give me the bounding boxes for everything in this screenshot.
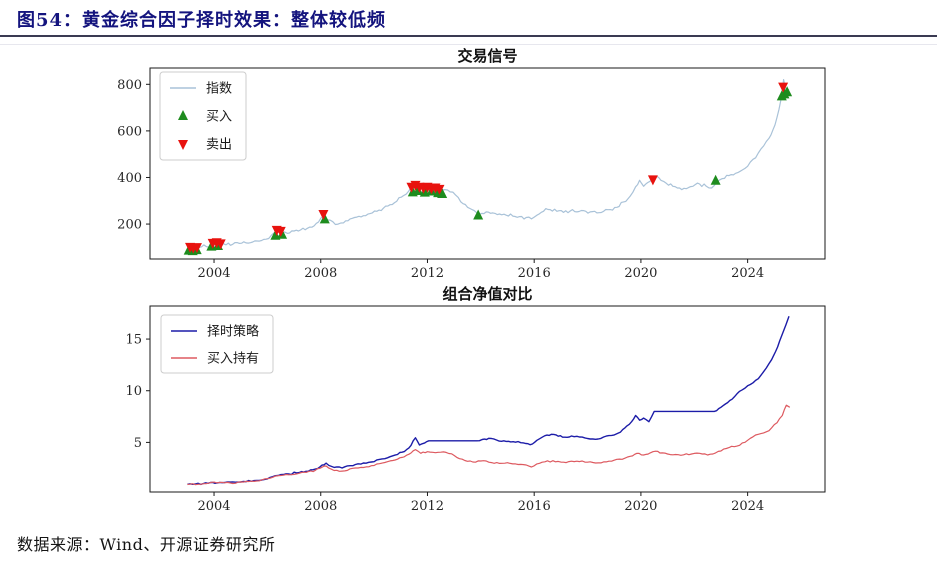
buy-marker-icon — [319, 213, 330, 224]
legend-sell-triangle-icon — [178, 140, 188, 150]
plot-border — [149, 305, 826, 493]
series-line-1 — [187, 316, 790, 486]
chart-title: 组合净值对比 — [442, 285, 532, 303]
trading-signals-chart: 交易信号 2004 2008 2012 2016 2020 2024 200 400 600 800… — [117, 47, 826, 281]
sell-marker-icon — [318, 210, 329, 221]
title-divider-shadow — [0, 44, 937, 45]
buy-marker-icon — [473, 209, 484, 220]
legend-label: 买入持有 — [207, 352, 259, 367]
net-value-comparison-chart: 组合净值对比 2004 2008 2012 2016 2020 2024 5 10 15 择时策略买… — [125, 285, 826, 514]
data-source: 数据来源：Wind、开源证券研究所 — [17, 535, 276, 554]
legend-label: 指数 — [206, 82, 232, 97]
series-group — [187, 79, 790, 250]
x-tick-label: 2016 — [518, 499, 551, 514]
legend-label: 择时策略 — [207, 324, 259, 340]
x-tick-label: 2020 — [624, 266, 657, 281]
figure-title: 图54：黄金综合因子择时效果：整体较低频 — [17, 10, 387, 31]
sell-marker-icon — [647, 175, 658, 186]
x-tick-label: 2012 — [411, 499, 444, 514]
title-divider — [0, 35, 937, 37]
sell-markers — [185, 82, 789, 254]
sell-marker-icon — [434, 184, 445, 195]
y-tick-label: 200 — [117, 218, 142, 233]
y-tick-label: 15 — [125, 333, 142, 348]
x-axis: 2004 2008 2012 2016 2020 2024 — [197, 492, 764, 514]
legend-box — [159, 71, 247, 161]
sell-marker-icon — [215, 239, 226, 250]
series-group — [187, 316, 791, 486]
y-axis: 5 10 15 — [125, 333, 150, 451]
y-axis: 200 400 600 800 — [117, 78, 150, 233]
x-tick-label: 2008 — [304, 499, 337, 514]
chart-title: 交易信号 — [457, 47, 517, 65]
y-tick-label: 600 — [117, 124, 142, 139]
y-tick-label: 10 — [125, 384, 142, 399]
series-line-1 — [187, 79, 790, 250]
y-tick-label: 5 — [134, 436, 142, 451]
x-tick-label: 2024 — [731, 266, 764, 281]
y-tick-label: 400 — [117, 171, 142, 186]
legend-buy-triangle-icon — [178, 110, 188, 120]
sell-marker-icon — [191, 243, 202, 254]
legend-label: 卖出 — [206, 138, 232, 153]
x-tick-label: 2004 — [197, 499, 230, 514]
x-tick-label: 2012 — [411, 266, 444, 281]
x-tick-label: 2008 — [304, 266, 337, 281]
buy-marker-icon — [437, 188, 448, 199]
sell-marker-icon — [778, 82, 789, 93]
legend-label: 买入 — [206, 110, 232, 125]
buy-marker-icon — [710, 174, 721, 185]
series-line-2 — [187, 404, 791, 486]
sell-marker-icon — [275, 226, 286, 237]
y-tick-label: 800 — [117, 78, 142, 93]
x-tick-label: 2020 — [624, 499, 657, 514]
x-tick-label: 2024 — [731, 499, 764, 514]
x-axis: 2004 2008 2012 2016 2020 2024 — [197, 259, 764, 281]
plot-border — [149, 67, 826, 260]
buy-marker-icon — [782, 86, 793, 97]
x-tick-label: 2004 — [197, 266, 230, 281]
x-tick-label: 2016 — [518, 266, 551, 281]
